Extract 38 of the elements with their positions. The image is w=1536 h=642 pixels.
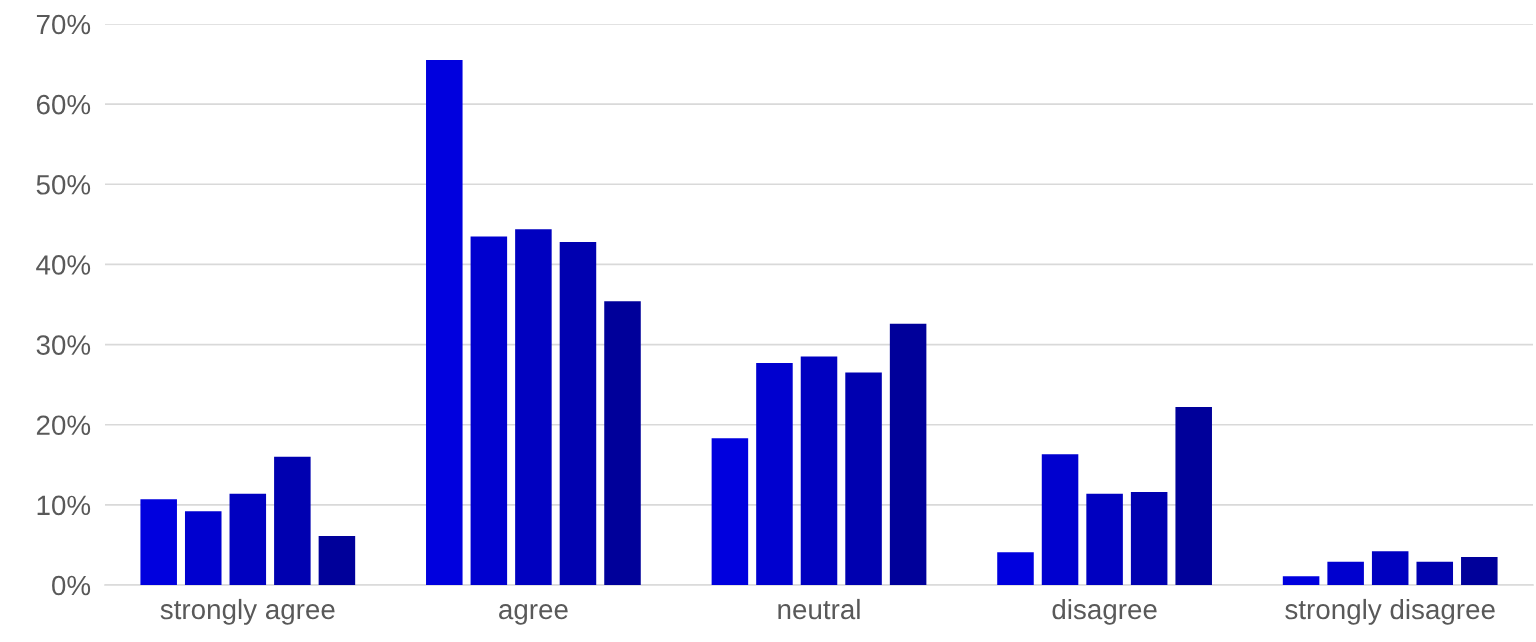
x-tick-label: disagree bbox=[1052, 598, 1157, 625]
bar bbox=[140, 499, 177, 585]
y-tick-label: 30% bbox=[36, 335, 91, 355]
bar bbox=[229, 493, 267, 585]
bar bbox=[1327, 561, 1364, 585]
y-tick-label: 50% bbox=[36, 174, 91, 195]
bar bbox=[1086, 493, 1123, 585]
bar bbox=[1130, 492, 1168, 585]
bar bbox=[1041, 454, 1079, 585]
bar bbox=[756, 363, 793, 585]
bar bbox=[604, 301, 641, 585]
bar bbox=[845, 372, 882, 585]
bar bbox=[1416, 561, 1454, 585]
bar bbox=[889, 323, 927, 585]
x-tick-label: agree bbox=[499, 604, 568, 625]
y-tick-label: 10% bbox=[37, 495, 91, 516]
bar bbox=[1282, 576, 1320, 585]
bar bbox=[184, 511, 222, 585]
y-tick-label: 0% bbox=[52, 575, 91, 596]
bar bbox=[470, 236, 508, 585]
bar bbox=[1175, 407, 1212, 585]
x-tick-label: strongly disagree bbox=[1285, 598, 1495, 625]
x-tick-label: neutral bbox=[778, 598, 860, 620]
y-tick-label: 70% bbox=[36, 14, 91, 35]
bar bbox=[1461, 556, 1498, 585]
y-tick-label: 40% bbox=[36, 255, 91, 275]
y-tick-label: 20% bbox=[36, 415, 91, 436]
bar bbox=[559, 241, 597, 585]
bar bbox=[515, 229, 552, 585]
bar bbox=[997, 552, 1034, 585]
bar bbox=[318, 536, 356, 585]
bar bbox=[426, 60, 463, 585]
y-tick-label: 60% bbox=[36, 94, 91, 115]
x-tick-label: strongly agree bbox=[160, 598, 335, 625]
bar bbox=[711, 438, 749, 585]
bar bbox=[800, 356, 838, 585]
bar bbox=[1371, 551, 1409, 585]
bar bbox=[274, 456, 311, 585]
